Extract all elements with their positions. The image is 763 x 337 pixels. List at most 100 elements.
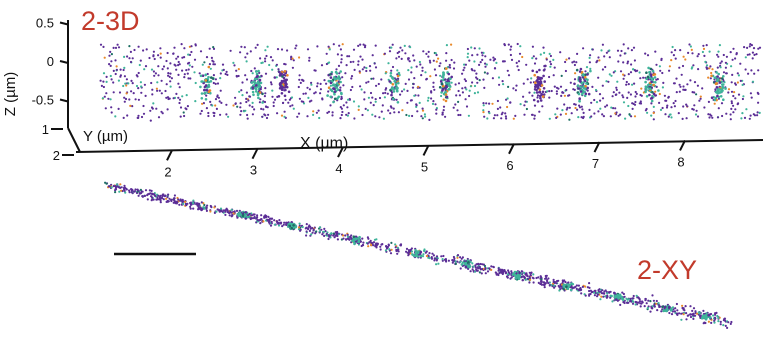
- data-point: [279, 82, 283, 85]
- data-point: [693, 81, 697, 84]
- data-point: [477, 263, 480, 266]
- data-point: [257, 69, 260, 73]
- data-point: [539, 53, 542, 56]
- data-point: [692, 317, 695, 320]
- data-point: [715, 71, 718, 74]
- data-point: [255, 217, 258, 220]
- data-point: [507, 271, 510, 274]
- data-point: [702, 314, 706, 317]
- data-point: [723, 81, 726, 84]
- data-point: [366, 109, 369, 112]
- data-point: [652, 92, 656, 96]
- data-point: [290, 96, 294, 99]
- data-point: [160, 79, 163, 82]
- data-point: [599, 107, 602, 110]
- data-point: [703, 54, 706, 58]
- data-point: [604, 295, 607, 298]
- data-point: [320, 64, 324, 67]
- data-point: [505, 117, 508, 120]
- data-point: [460, 257, 463, 260]
- data-point: [465, 105, 469, 108]
- data-point: [550, 284, 553, 287]
- data-point: [245, 78, 249, 81]
- data-point: [336, 88, 340, 91]
- data-point: [646, 75, 650, 79]
- data-point: [345, 113, 348, 116]
- data-point: [504, 272, 508, 275]
- data-point: [137, 98, 140, 101]
- data-point: [539, 99, 543, 102]
- data-point: [421, 107, 424, 110]
- data-point: [190, 50, 193, 54]
- data-point: [153, 57, 156, 61]
- data-point: [631, 83, 634, 86]
- data-point: [283, 86, 287, 89]
- data-point: [209, 204, 212, 208]
- data-point: [235, 75, 238, 78]
- data-point: [506, 105, 509, 109]
- data-point: [342, 237, 345, 240]
- data-point: [264, 49, 267, 52]
- data-point: [281, 225, 284, 228]
- data-point: [375, 84, 378, 87]
- data-point: [645, 95, 649, 98]
- data-point: [144, 94, 147, 97]
- data-point: [467, 114, 470, 117]
- data-point: [595, 101, 599, 104]
- data-point: [159, 47, 162, 50]
- data-point: [652, 111, 655, 115]
- data-point: [713, 316, 717, 319]
- data-point: [564, 112, 568, 115]
- data-point: [538, 88, 542, 91]
- data-point: [521, 279, 524, 282]
- points-3d: [99, 42, 762, 122]
- data-point: [464, 86, 467, 89]
- data-point: [284, 84, 288, 87]
- data-point: [691, 66, 694, 69]
- data-point: [731, 73, 734, 76]
- data-point: [541, 95, 545, 98]
- data-point: [108, 54, 111, 57]
- data-point: [730, 102, 734, 105]
- data-point: [533, 73, 536, 77]
- data-point: [719, 66, 722, 69]
- data-point: [490, 265, 493, 268]
- data-point: [405, 247, 409, 250]
- data-point: [179, 199, 182, 202]
- data-point: [751, 80, 755, 83]
- data-point: [668, 65, 672, 68]
- data-point: [124, 97, 128, 101]
- z-axis-label: Z (µm): [2, 72, 19, 116]
- data-point: [570, 112, 573, 115]
- data-point: [218, 210, 221, 213]
- data-point: [627, 73, 630, 76]
- data-point: [484, 268, 487, 271]
- data-point: [685, 312, 688, 315]
- data-point: [350, 237, 353, 240]
- data-point: [722, 98, 725, 101]
- data-point: [407, 78, 411, 81]
- data-point: [695, 109, 698, 112]
- data-point: [716, 116, 720, 119]
- data-point: [415, 104, 418, 107]
- data-point: [212, 46, 215, 49]
- data-point: [433, 257, 436, 260]
- data-point: [496, 107, 499, 110]
- data-point: [295, 44, 298, 47]
- data-point: [117, 107, 120, 110]
- data-point: [676, 313, 679, 316]
- data-point: [622, 292, 626, 296]
- data-point: [108, 63, 111, 66]
- data-point: [214, 98, 218, 101]
- data-point: [332, 100, 335, 104]
- data-point: [363, 91, 366, 94]
- data-point: [625, 83, 628, 86]
- data-point: [347, 98, 350, 101]
- data-point: [461, 261, 465, 264]
- data-point: [112, 81, 115, 84]
- data-point: [601, 289, 604, 292]
- data-point: [315, 230, 318, 233]
- data-point: [709, 316, 712, 319]
- data-point: [568, 118, 571, 121]
- data-point: [159, 201, 162, 204]
